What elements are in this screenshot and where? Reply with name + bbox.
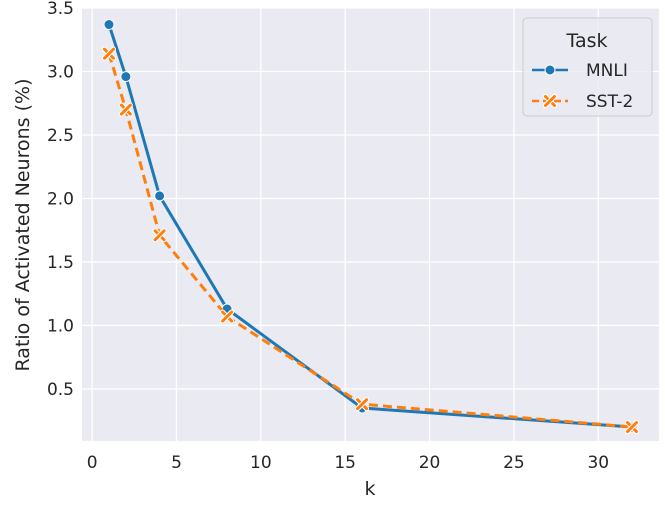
grid-lines [82,7,659,441]
legend-x-glyph [543,94,557,108]
legend-x-glyph-stroke [544,95,556,107]
series-line-mnli [107,24,633,429]
data-point-sst2-stroke [221,310,234,323]
data-point-sst2-stroke [356,398,369,411]
data-point-mnli [154,190,166,202]
x-tick-label: 15 [334,453,356,473]
x-tick-label: 20 [419,453,441,473]
data-point-sst2 [101,46,116,61]
legend-box [522,17,653,117]
legend-label-mnli: MNLI [586,61,628,81]
data-point-sst2 [220,309,235,324]
x-tick-label: 25 [503,453,525,473]
data-series [101,19,640,435]
y-tick-label: 1.5 [47,253,74,273]
x-tick-label: 30 [587,453,609,473]
x-tick-label: 0 [87,453,98,473]
data-point-sst2-stroke [153,229,166,242]
legend-label-sst2: SST-2 [586,92,633,112]
x-axis-title: k [364,478,375,500]
data-point-sst2-stroke [626,421,639,434]
y-axis-title: Ratio of Activated Neurons (%) [12,79,34,372]
legend-marker-mnli [544,64,556,76]
y-axis-ticks: 0.5 1.0 1.5 2.0 2.5 3.0 3.5 [47,0,74,400]
y-tick-label: 3.5 [47,0,74,19]
data-point-sst2 [118,102,133,117]
y-tick-label: 2.5 [47,126,74,146]
data-point-sst2-stroke [102,47,115,60]
x-tick-label: 5 [171,453,182,473]
data-point-sst2-stroke [119,103,132,116]
legend-title: Task [565,30,607,52]
y-tick-label: 3.0 [47,62,74,82]
y-tick-label: 2.0 [47,189,74,209]
data-point-mnli [103,19,115,31]
data-point-sst2 [625,420,640,435]
data-point-sst2 [355,397,370,412]
data-point-sst2 [152,228,167,243]
x-tick-label: 10 [250,453,272,473]
series-line-sst2 [107,53,633,429]
legend: Task MNLI SST-2 [522,17,653,117]
data-point-mnli [120,71,132,83]
y-tick-label: 1.0 [47,316,74,336]
y-tick-label: 0.5 [47,380,74,400]
legend-marker-sst2 [543,94,557,108]
x-axis-ticks: 0 5 10 15 20 25 30 [87,453,609,473]
